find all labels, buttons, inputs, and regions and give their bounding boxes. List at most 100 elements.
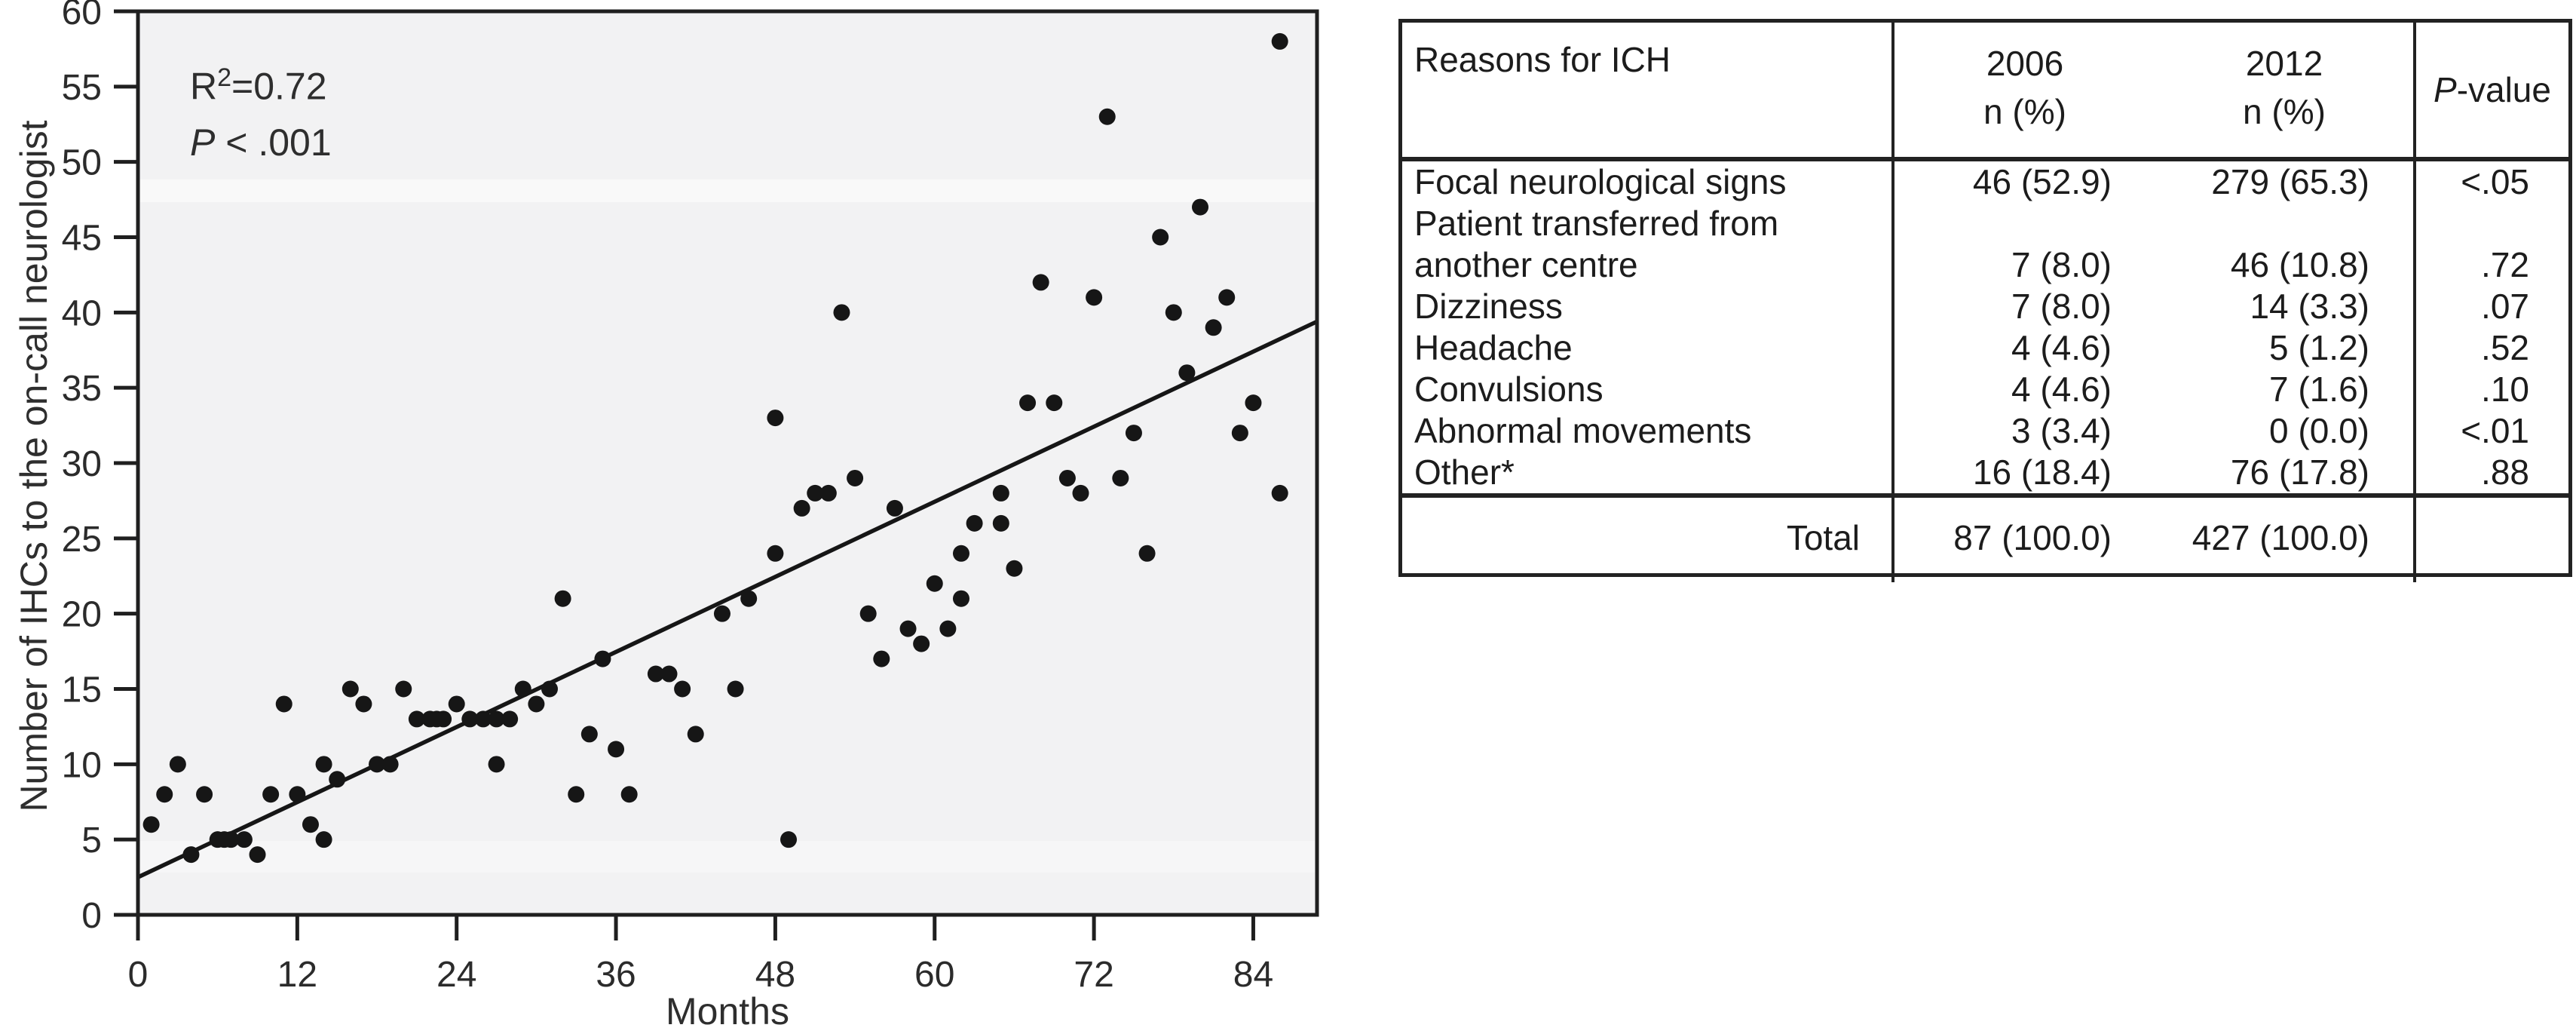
data-point bbox=[1032, 274, 1049, 291]
data-point bbox=[249, 846, 266, 864]
value-2006-cell: 4 (4.6) bbox=[2011, 370, 2112, 409]
data-point bbox=[302, 816, 319, 833]
y-tick-label: 60 bbox=[62, 0, 102, 32]
table-row: Dizziness 7 (8.0) 14 (3.3) .07 bbox=[1402, 286, 2568, 327]
y-tick-label: 20 bbox=[62, 595, 102, 635]
reason-cell: Dizziness bbox=[1402, 286, 1894, 327]
value-2006-cell bbox=[1894, 203, 2155, 244]
reason-cell: Other* bbox=[1402, 452, 1894, 493]
data-point bbox=[886, 499, 903, 517]
data-point bbox=[1192, 198, 1209, 216]
x-tick-label: 84 bbox=[1233, 955, 1273, 995]
x-tick-label: 0 bbox=[128, 955, 149, 995]
data-point bbox=[608, 741, 625, 758]
data-point bbox=[142, 816, 160, 833]
x-tick-label: 36 bbox=[596, 955, 636, 995]
data-point bbox=[1271, 32, 1288, 50]
data-point bbox=[275, 695, 293, 713]
header-2012: 2012 n (%) bbox=[2155, 23, 2416, 157]
data-point bbox=[461, 710, 479, 728]
data-point bbox=[1205, 319, 1222, 336]
data-point bbox=[488, 710, 505, 728]
reason-cell: another centre bbox=[1402, 244, 1894, 286]
data-point bbox=[620, 786, 638, 803]
reason-cell: Convulsions bbox=[1402, 369, 1894, 410]
x-tick-label: 60 bbox=[914, 955, 954, 995]
data-point bbox=[1138, 545, 1156, 562]
data-point bbox=[1046, 394, 1063, 412]
data-point bbox=[289, 786, 306, 803]
table-row: Abnormal movements 3 (3.4) 0 (0.0) <.01 bbox=[1402, 410, 2568, 452]
data-points bbox=[142, 32, 1288, 864]
r-squared-label: R2=0.72 bbox=[190, 63, 327, 108]
x-tick-label: 24 bbox=[436, 955, 476, 995]
data-point bbox=[992, 514, 1009, 532]
table-row: another centre 7 (8.0) 46 (10.8) .72 bbox=[1402, 244, 2568, 286]
data-point bbox=[847, 469, 864, 486]
p-value-cell: .52 bbox=[2481, 328, 2529, 367]
p-value-label: P < .001 bbox=[190, 121, 332, 164]
data-point bbox=[992, 484, 1009, 502]
data-point bbox=[807, 484, 824, 502]
data-point bbox=[501, 710, 519, 728]
data-point bbox=[647, 665, 664, 683]
value-2012-cell: 279 (65.3) bbox=[2155, 161, 2416, 203]
value-2012-cell: 5 (1.2) bbox=[2155, 327, 2416, 369]
total-p-cell bbox=[2416, 498, 2568, 582]
value-2006-cell: 3 (3.4) bbox=[2011, 411, 2112, 450]
scatter-chart: 0 12 24 36 48 60 72 84 0 5 10 15 20 25 30 35 40 45 50 55 60 … bbox=[13, 0, 1319, 1032]
value-2012-cell: 76 (17.8) bbox=[2155, 452, 2416, 493]
plot-frame bbox=[136, 9, 1319, 917]
data-point bbox=[182, 846, 200, 864]
data-point bbox=[1152, 229, 1169, 246]
data-point bbox=[474, 710, 492, 728]
value-2012-cell: 0 (0.0) bbox=[2155, 410, 2416, 452]
data-point bbox=[315, 756, 332, 773]
data-point bbox=[528, 695, 545, 713]
value-2012-cell: 46 (10.8) bbox=[2155, 244, 2416, 286]
value-2012-cell: 14 (3.3) bbox=[2155, 286, 2416, 327]
total-label-cell: Total bbox=[1402, 498, 1894, 582]
table-total-row: Total 87 (100.0) 427 (100.0) bbox=[1402, 493, 2568, 582]
value-2006-cell: 7 (8.0) bbox=[2011, 245, 2112, 284]
reason-cell: Patient transferred from bbox=[1402, 203, 1894, 244]
x-axis-ticks: 0 12 24 36 48 60 72 84 bbox=[128, 916, 1273, 995]
data-point bbox=[713, 605, 731, 622]
p-value-cell: .72 bbox=[2481, 245, 2529, 284]
data-point bbox=[1218, 289, 1236, 306]
data-point bbox=[355, 695, 372, 713]
data-point bbox=[514, 680, 531, 698]
scan-band bbox=[140, 841, 1315, 873]
data-point bbox=[740, 590, 758, 607]
data-point bbox=[342, 680, 359, 698]
table-row: Patient transferred from bbox=[1402, 203, 2568, 244]
y-tick-label: 10 bbox=[62, 745, 102, 785]
data-point bbox=[1231, 425, 1248, 442]
p-value-cell: .07 bbox=[2481, 287, 2529, 326]
data-point bbox=[1112, 469, 1129, 486]
p-value-cell: .88 bbox=[2481, 453, 2529, 492]
data-point bbox=[1178, 364, 1196, 382]
data-point bbox=[169, 756, 186, 773]
reason-cell: Abnormal movements bbox=[1402, 410, 1894, 452]
data-point bbox=[727, 680, 744, 698]
p-value-cell bbox=[2416, 203, 2568, 244]
data-point bbox=[594, 650, 611, 667]
table-row: Headache 4 (4.6) 5 (1.2) .52 bbox=[1402, 327, 2568, 369]
data-point bbox=[381, 756, 399, 773]
data-point bbox=[833, 304, 850, 321]
data-point bbox=[1086, 289, 1103, 306]
data-point bbox=[966, 514, 983, 532]
data-point bbox=[1125, 425, 1142, 442]
y-tick-label: 5 bbox=[81, 821, 102, 861]
total-2006-cell: 87 (100.0) bbox=[1953, 518, 2112, 557]
p-value-cell: <.01 bbox=[2461, 411, 2529, 450]
value-2012-cell bbox=[2155, 203, 2416, 244]
data-point bbox=[899, 620, 917, 637]
header-reasons: Reasons for ICH bbox=[1402, 23, 1894, 157]
data-point bbox=[395, 680, 412, 698]
table-row: Convulsions 4 (4.6) 7 (1.6) .10 bbox=[1402, 369, 2568, 410]
data-point bbox=[1271, 484, 1288, 502]
table-header-row: Reasons for ICH 2006 n (%) 2012 n (%) P-… bbox=[1402, 23, 2568, 161]
data-point bbox=[913, 635, 930, 652]
